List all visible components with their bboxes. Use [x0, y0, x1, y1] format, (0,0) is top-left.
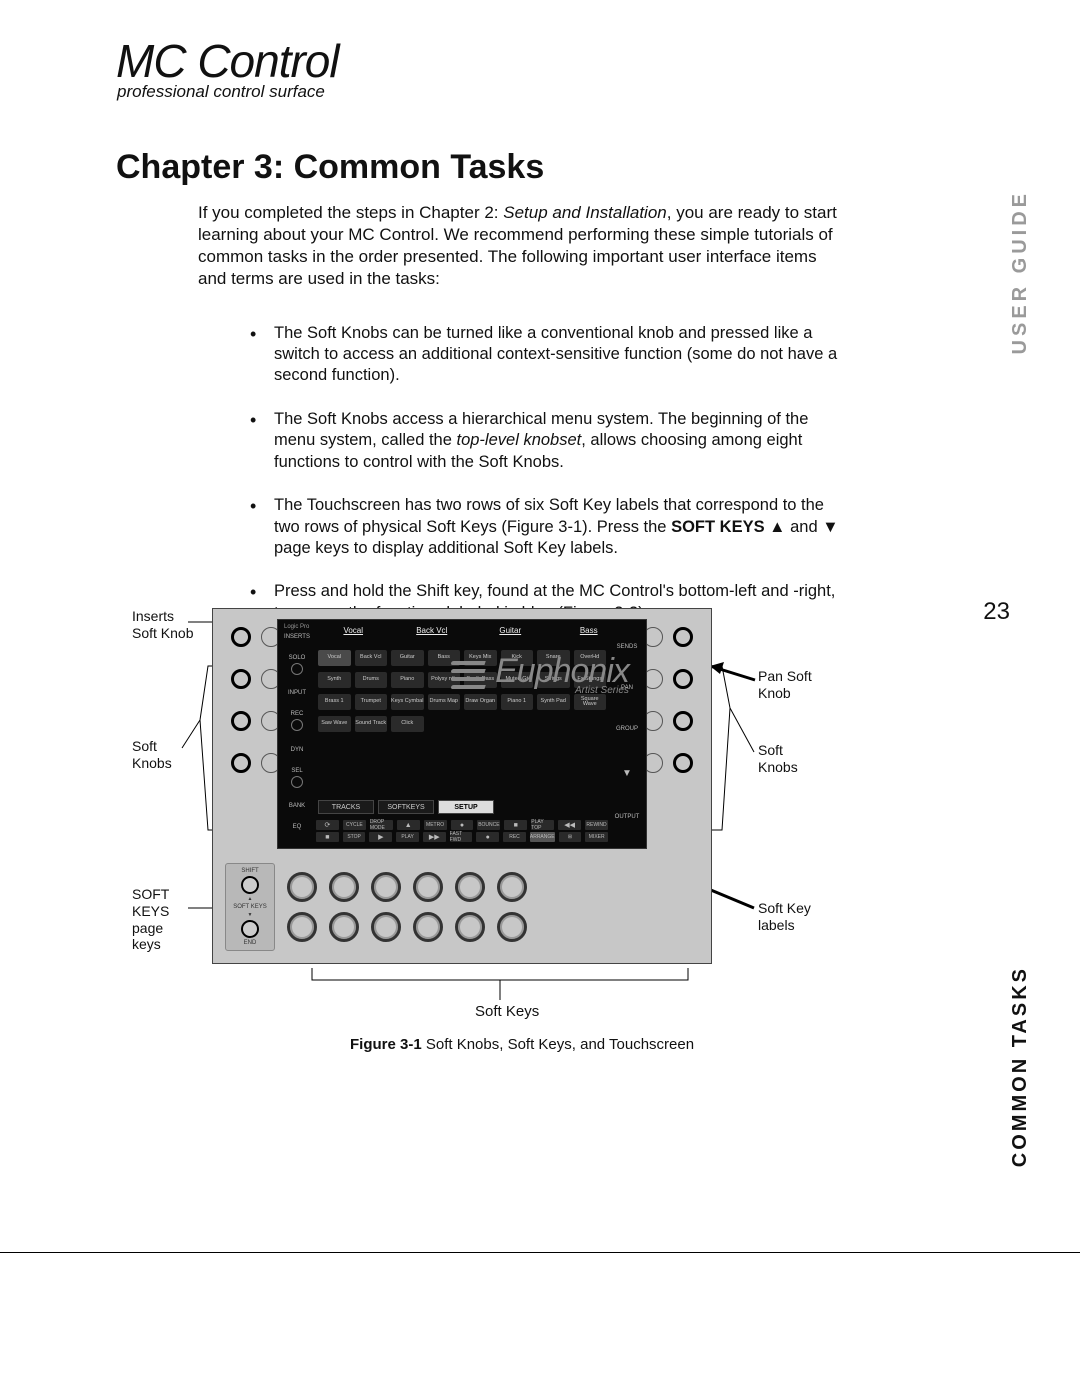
screen-left-label: REC — [291, 711, 304, 717]
grid-cell: Vocal — [318, 650, 351, 666]
footer-brand-series: Artist Series — [575, 686, 629, 696]
knob-column-outer-left — [231, 627, 251, 773]
screen-left-label: INSERTS — [284, 634, 310, 640]
callout-inserts-soft-knob: Inserts Soft Knob — [132, 608, 202, 642]
callout-soft-knobs-right: Soft Knobs — [758, 742, 818, 776]
grid-cell: Drums — [355, 672, 388, 688]
softkey-label: ▲ — [397, 820, 420, 830]
softkey-label: STOP — [343, 832, 366, 842]
side-label-user-guide: USER GUIDE — [1009, 190, 1032, 354]
page-number: 23 — [983, 598, 1010, 626]
callout-pan-soft-knob: Pan Soft Knob — [758, 668, 848, 702]
screen-knob-icon — [291, 663, 303, 675]
callout-softkeys-page-keys: SOFT KEYS page keys — [132, 886, 192, 953]
callout-soft-knobs-left: Soft Knobs — [132, 738, 192, 772]
softkey-label: ▶ — [369, 832, 392, 842]
screen-tab: SOFTKEYS — [378, 800, 434, 814]
knob-icon — [673, 753, 693, 773]
euphonix-logo-icon — [451, 661, 485, 689]
screen-knob-icon — [291, 776, 303, 788]
grid-cell: Synth — [318, 672, 351, 688]
page-key-down-icon — [241, 920, 259, 938]
softkey-button-icon — [287, 912, 317, 942]
softkeys-page-keys: SHIFT ▲ SOFT KEYS ▼ END — [225, 863, 275, 951]
knob-icon — [231, 627, 251, 647]
footer-brand-name: Euphonix — [495, 654, 629, 688]
knob-icon — [231, 711, 251, 731]
softkey-label: ▶▶ — [423, 832, 446, 842]
softkey-button-icon — [413, 912, 443, 942]
page-key-label: SOFT KEYS — [233, 904, 267, 910]
grid-cell: Brass 1 — [318, 694, 351, 710]
softkey-label: ■ — [316, 832, 339, 842]
knob-icon — [673, 669, 693, 689]
grid-cell: Click — [391, 716, 424, 732]
knob-icon — [231, 753, 251, 773]
softkey-label: DROP MODE — [370, 820, 393, 830]
callout-soft-key-labels: Soft Key labels — [758, 900, 818, 934]
footer-brand: Euphonix Artist Series — [451, 24, 629, 1325]
softkey-label: ⟳ — [316, 820, 339, 830]
softkey-button-icon — [329, 912, 359, 942]
screen-left-column: INSERTS SOLO INPUT REC DYN SEL BANK EQ — [280, 626, 314, 838]
softkey-button-icon — [371, 872, 401, 902]
grid-cell: Trumpet — [355, 694, 388, 710]
softkey-button-icon — [329, 872, 359, 902]
brand-title: MC Control — [116, 38, 339, 84]
softkey-label: PLAY — [396, 832, 419, 842]
page-key-label: SHIFT — [241, 868, 258, 874]
knob-column-outer-right — [673, 627, 693, 773]
brand-subtitle: professional control surface — [117, 82, 339, 102]
softkey-label: CYCLE — [343, 820, 366, 830]
knob-icon — [231, 669, 251, 689]
screen-tab: TRACKS — [318, 800, 374, 814]
grid-cell: Sound Track — [355, 716, 388, 732]
side-label-common-tasks: COMMON TASKS — [1009, 966, 1032, 1167]
track-label: Vocal — [314, 626, 393, 635]
screen-knob-icon — [291, 719, 303, 731]
grid-cell: Keys Cymbal — [391, 694, 424, 710]
page-key-up-icon — [241, 876, 259, 894]
screen-left-label: DYN — [291, 747, 304, 753]
softkey-button-icon — [287, 872, 317, 902]
grid-cell: Back Vcl — [355, 650, 388, 666]
figure-caption-bold: Figure 3-1 — [350, 1036, 422, 1053]
grid-cell: Guitar — [391, 650, 424, 666]
bullet-3-bold: SOFT KEYS — [671, 518, 765, 536]
knob-icon — [673, 711, 693, 731]
screen-left-label: SEL — [291, 768, 302, 774]
page-key-label: END — [244, 940, 257, 946]
softkey-button-icon — [371, 912, 401, 942]
screen-left-label: EQ — [293, 824, 302, 830]
grid-cell: Saw Wave — [318, 716, 351, 732]
softkey-button-icon — [413, 872, 443, 902]
screen-left-label: SOLO — [289, 655, 306, 661]
screen-left-label: INPUT — [288, 690, 306, 696]
grid-cell: Piano — [391, 672, 424, 688]
knob-icon — [673, 627, 693, 647]
screen-left-label: BANK — [289, 803, 305, 809]
softkey-label: METRO — [424, 820, 447, 830]
